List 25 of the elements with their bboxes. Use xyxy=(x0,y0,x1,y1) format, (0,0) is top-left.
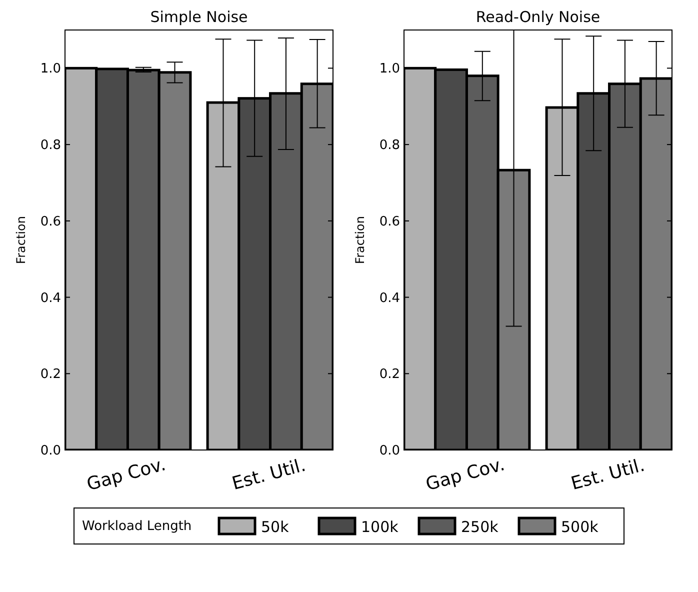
y-tick-label: 0.4 xyxy=(379,290,400,306)
y-tick-label: 0.6 xyxy=(379,214,400,230)
x-tick-label: Est. Util. xyxy=(568,454,647,495)
y-tick-label: 0.6 xyxy=(40,214,61,230)
x-tick-label: Gap Cov. xyxy=(424,454,507,496)
chart-title: Simple Noise xyxy=(150,8,248,26)
legend-label: 50k xyxy=(261,518,290,536)
chart-title: Read-Only Noise xyxy=(476,8,600,26)
y-tick-label: 0.8 xyxy=(40,138,61,154)
legend-title: Workload Length xyxy=(82,519,192,534)
y-tick-label: 1.0 xyxy=(40,62,61,77)
x-tick-label: Est. Util. xyxy=(230,454,308,495)
y-tick-label: 0.0 xyxy=(379,444,400,459)
y-tick-label: 0.0 xyxy=(40,444,61,459)
y-axis-title: Fraction xyxy=(353,216,367,264)
y-tick-label: 0.2 xyxy=(40,367,61,382)
x-tick-label: Gap Cov. xyxy=(84,454,168,496)
y-tick-label: 1.0 xyxy=(379,62,400,77)
legend-label: 100k xyxy=(361,518,399,536)
y-tick-label: 0.2 xyxy=(379,367,400,382)
y-tick-label: 0.8 xyxy=(379,138,400,154)
legend-label: 250k xyxy=(461,518,499,536)
legend-label: 500k xyxy=(561,518,599,536)
y-tick-label: 0.4 xyxy=(40,290,61,306)
y-axis-title: Fraction xyxy=(14,216,28,264)
